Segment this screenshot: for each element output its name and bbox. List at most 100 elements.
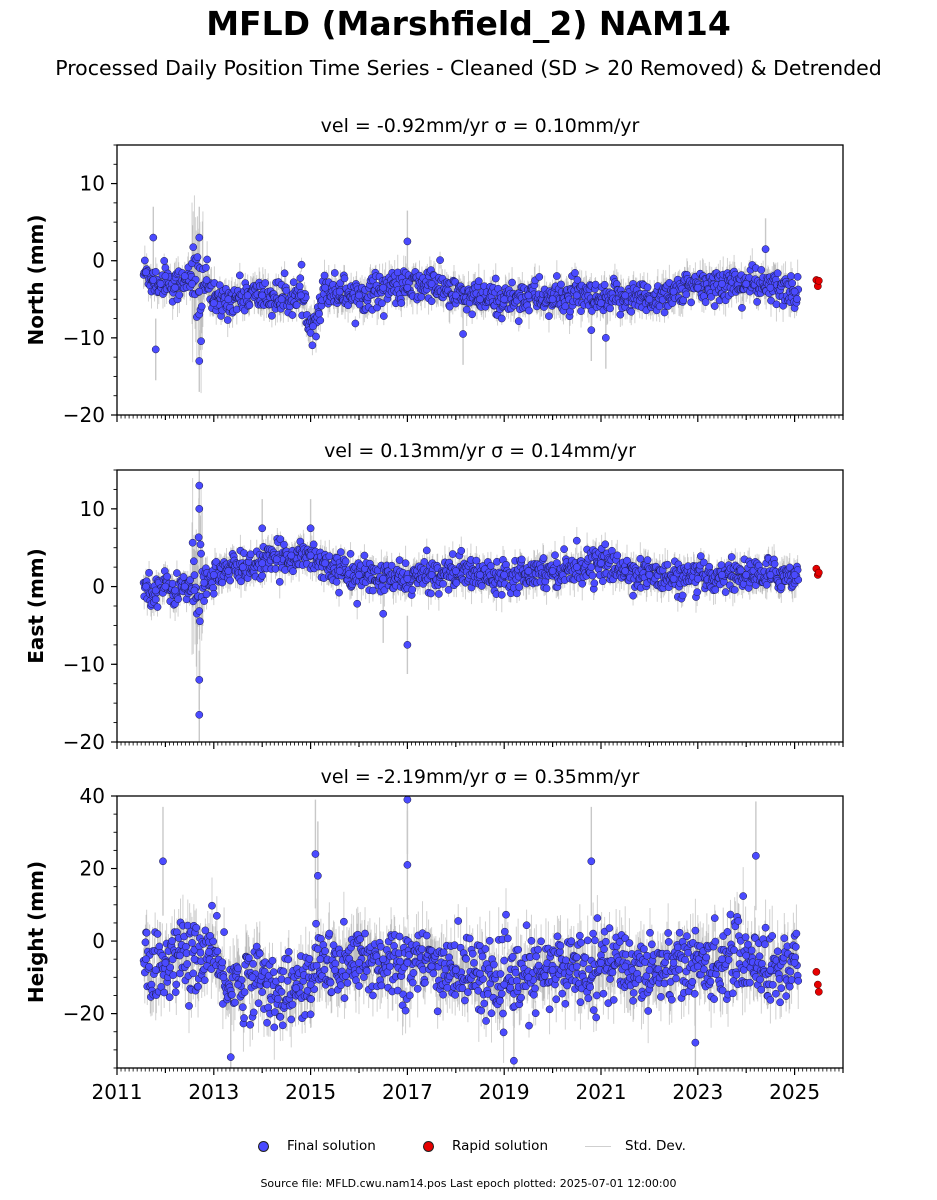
final-solution-point	[195, 357, 204, 365]
final-solution-point	[190, 571, 199, 579]
final-solution-point	[436, 256, 444, 264]
final-solution-point	[736, 566, 745, 575]
final-solution-point	[200, 597, 208, 605]
final-solution-point	[197, 302, 206, 311]
final-solution-point	[721, 588, 730, 596]
final-solution-point	[403, 283, 412, 292]
final-solution-point	[517, 555, 526, 564]
final-solution-point	[600, 280, 609, 289]
final-solution-point	[696, 552, 705, 560]
final-solution-point	[174, 595, 182, 604]
final-solution-point	[189, 243, 198, 252]
final-solution-point	[693, 574, 702, 583]
final-solution-point	[587, 326, 596, 334]
final-solution-point	[261, 279, 270, 287]
final-solution-point	[292, 301, 301, 309]
final-solution-point	[306, 551, 315, 560]
final-solution-point	[707, 293, 715, 301]
final-solution-point	[669, 287, 678, 296]
final-solution-point	[621, 567, 630, 575]
final-solution-point	[171, 586, 179, 595]
final-solution-point	[742, 280, 751, 288]
panel-0: vel = -0.92mm/yr σ = 0.10mm/yr 10 0 −10 −20 N…	[24, 115, 844, 427]
final-solution-point	[645, 295, 654, 304]
final-solution-point	[276, 535, 285, 543]
final-solution-point	[770, 560, 779, 568]
y-tick-label: 10	[80, 172, 105, 196]
final-solution-point	[282, 286, 291, 295]
final-solution-point	[321, 283, 329, 292]
final-solution-point	[224, 295, 233, 304]
final-solution-point	[477, 582, 486, 590]
final-solution-point	[408, 585, 417, 594]
final-solution-point	[238, 563, 247, 571]
final-solution-point	[296, 274, 305, 283]
final-solution-point	[142, 268, 150, 277]
final-solution-point	[355, 300, 364, 309]
final-solution-point	[258, 571, 267, 580]
final-solution-point	[145, 568, 153, 577]
final-solution-point	[742, 571, 751, 579]
final-solution-point	[738, 304, 746, 312]
final-solution-point	[787, 272, 795, 280]
final-solution-point	[268, 311, 276, 320]
final-solution-point	[151, 345, 160, 354]
panel-1: vel = 0.13mm/yr σ = 0.14mm/yr 10 0 −10 −20 Ea…	[24, 440, 844, 754]
final-solution-point	[623, 556, 631, 565]
final-solution-point	[316, 316, 325, 325]
final-solution-point	[597, 559, 605, 568]
final-solution-point	[548, 567, 557, 575]
final-solution-point	[379, 283, 388, 292]
final-solution-point	[598, 577, 607, 586]
final-solution-point	[168, 579, 177, 588]
final-solution-point	[772, 300, 781, 309]
final-solution-point	[451, 567, 460, 575]
final-solution-point	[223, 316, 232, 324]
final-solution-point	[552, 272, 561, 280]
final-solution-point	[175, 291, 184, 299]
final-solution-point	[153, 603, 162, 611]
final-solution-point	[514, 317, 523, 326]
final-solution-point	[161, 272, 170, 280]
final-solution-point	[202, 276, 211, 284]
final-solution-point	[545, 312, 553, 320]
final-solution-point	[369, 586, 377, 595]
figure: vel = -0.92mm/yr σ = 0.10mm/yr 10 0 −10 −20 N…	[24, 115, 844, 1104]
final-solution-point	[790, 571, 799, 579]
final-solution-point	[309, 322, 317, 331]
final-solution-point	[542, 584, 551, 593]
final-solution-point	[277, 295, 286, 304]
final-solution-point	[379, 574, 388, 583]
final-solution-point	[705, 562, 714, 571]
final-solution-point	[524, 567, 533, 575]
final-solution-point	[297, 260, 306, 269]
final-solution-point	[572, 563, 581, 571]
plot-area	[139, 796, 823, 1068]
plot-area	[139, 195, 823, 394]
final-solution-point	[427, 571, 436, 579]
final-solution-point	[757, 266, 766, 274]
final-solution-point	[202, 590, 211, 599]
final-solution-point	[197, 549, 205, 558]
final-solution-point	[337, 548, 345, 556]
final-solution-point	[340, 274, 349, 283]
plot-frame	[116, 469, 844, 743]
final-solution-point	[560, 545, 568, 553]
final-solution-point	[525, 306, 533, 315]
final-solution-point	[451, 291, 460, 300]
final-solution-point	[200, 578, 208, 587]
final-solution-point	[163, 572, 172, 581]
final-solution-point	[378, 299, 386, 308]
final-solution-point	[171, 283, 179, 292]
final-solution-point	[753, 298, 761, 306]
final-solution-point	[457, 546, 466, 555]
final-solution-point	[710, 302, 719, 310]
final-solution-point	[142, 582, 150, 591]
final-solution-point	[552, 559, 561, 567]
final-solution-point	[321, 559, 329, 568]
final-solution-point	[766, 571, 775, 579]
final-solution-point	[682, 290, 691, 299]
final-solution-point	[793, 295, 801, 303]
final-solution-point	[403, 237, 412, 246]
final-solution-point	[636, 554, 645, 563]
